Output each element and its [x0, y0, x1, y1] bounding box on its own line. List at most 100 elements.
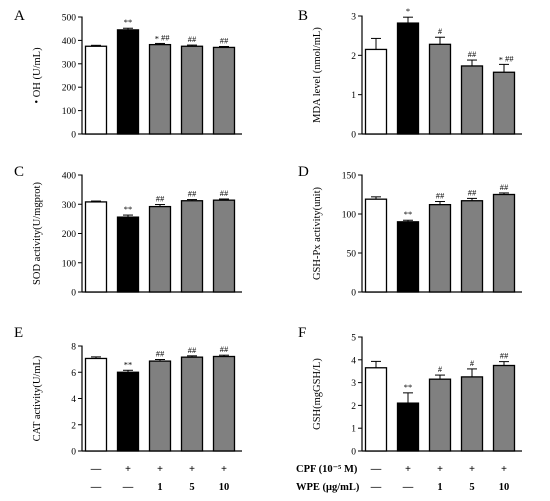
- y-tick-label: 3: [351, 13, 356, 23]
- treatment-value: —: [370, 464, 382, 475]
- y-axis-label: SOD activity(U/mgprot): [32, 182, 43, 285]
- significance-mark: **: [124, 17, 133, 27]
- significance-mark: ##: [220, 35, 229, 45]
- significance-mark: ##: [188, 34, 197, 44]
- significance-mark: *: [155, 33, 159, 43]
- significance-mark: #: [438, 26, 443, 36]
- bar: [148, 360, 172, 452]
- y-tick-label: 200: [62, 84, 77, 94]
- y-tick-label: 0: [71, 448, 76, 458]
- y-axis-label: GSH-Px activity(unit): [312, 186, 323, 280]
- bar: [84, 357, 108, 452]
- y-tick-label: 150: [342, 172, 357, 182]
- treatment-value: —: [90, 464, 102, 475]
- y-tick-label: 0: [71, 131, 76, 141]
- bar: [396, 221, 420, 293]
- significance-mark: **: [124, 359, 133, 369]
- significance-mark: ##: [436, 191, 445, 201]
- chart-panel-c: C 0 100 200 300 400 SOD activity(U/mgprot) ** ##…: [14, 164, 242, 299]
- y-axis-label: • OH (U/mL): [32, 47, 43, 104]
- bar: [364, 198, 388, 293]
- panel-letter: A: [14, 8, 25, 24]
- y-tick-label: 6: [71, 369, 76, 379]
- bar: [460, 200, 484, 293]
- treatment-row-label: WPE (μg/mL): [296, 482, 360, 493]
- treatment-value: +: [189, 464, 195, 475]
- significance-mark: *: [499, 54, 503, 64]
- treatment-value: 5: [469, 482, 474, 493]
- bar: [180, 45, 204, 135]
- y-tick-label: 300: [62, 60, 77, 70]
- treatment-value: +: [469, 464, 475, 475]
- chart-panel-e: E 0 2 4 6 8 CAT activity(U/mL) ** ## ## ##: [14, 325, 242, 458]
- bar: [84, 45, 108, 135]
- y-tick-label: 300: [62, 201, 77, 211]
- panel-letter: D: [298, 164, 309, 180]
- panel-letter: E: [14, 325, 23, 341]
- treatment-value: +: [157, 464, 163, 475]
- bar: [492, 364, 516, 452]
- bar: [148, 205, 172, 293]
- significance-mark: #: [470, 358, 475, 368]
- y-tick-label: 4: [351, 356, 356, 366]
- significance-mark: **: [124, 204, 133, 214]
- bar: [492, 193, 516, 293]
- bar: [428, 203, 452, 293]
- significance-mark: ##: [220, 188, 229, 198]
- significance-mark: *: [406, 6, 410, 16]
- treatment-value: —: [90, 482, 102, 493]
- treatment-value: 1: [437, 482, 442, 493]
- treatment-row-label: CPF (10⁻⁵ M): [296, 464, 358, 475]
- bar: [116, 29, 140, 135]
- y-tick-label: 2: [71, 421, 76, 431]
- y-tick-label: 2: [351, 52, 356, 62]
- y-tick-label: 50: [347, 250, 357, 260]
- bar: [428, 378, 452, 452]
- significance-mark: ##: [156, 194, 165, 204]
- treatment-value: —: [370, 482, 382, 493]
- y-tick-label: 400: [62, 37, 77, 47]
- y-tick-label: 1: [351, 91, 356, 101]
- treatment-value: —: [402, 482, 414, 493]
- significance-mark: ##: [220, 344, 229, 354]
- bar: [460, 376, 484, 452]
- significance-mark: #: [438, 364, 443, 374]
- y-tick-label: 100: [62, 107, 77, 117]
- y-axis-label: GSH(mgGSH/L): [312, 358, 323, 430]
- bar: [180, 356, 204, 452]
- panel-letter: B: [298, 8, 308, 24]
- significance-mark: ##: [161, 32, 170, 42]
- y-tick-label: 0: [351, 289, 356, 299]
- y-tick-label: 3: [351, 379, 356, 389]
- treatment-value: 10: [219, 482, 230, 493]
- significance-mark: ##: [468, 49, 477, 59]
- y-axis-label: MDA level (nmol/mL): [312, 27, 323, 123]
- bar: [180, 200, 204, 293]
- treatment-value: 5: [189, 482, 194, 493]
- y-tick-label: 100: [62, 259, 77, 269]
- y-tick-label: 2: [351, 402, 356, 412]
- significance-mark: **: [404, 382, 413, 392]
- y-tick-label: 400: [62, 172, 77, 182]
- bar: [396, 22, 420, 135]
- significance-mark: ##: [500, 182, 509, 192]
- significance-mark: **: [404, 209, 413, 219]
- treatment-value: +: [437, 464, 443, 475]
- y-tick-label: 100: [342, 211, 357, 221]
- chart-panel-d: D 0 50 100 150 GSH-Px activity(unit) ** ## ## ##: [298, 164, 522, 299]
- significance-mark: ##: [468, 187, 477, 197]
- significance-mark: ##: [188, 189, 197, 199]
- treatment-value: +: [221, 464, 227, 475]
- y-tick-label: 500: [62, 14, 77, 24]
- bar: [212, 199, 236, 293]
- bar: [84, 201, 108, 293]
- y-tick-label: 8: [71, 343, 76, 353]
- bar: [212, 355, 236, 452]
- bar: [364, 48, 388, 135]
- bar: [116, 216, 140, 293]
- y-axis-label: CAT activity(U/mL): [32, 355, 43, 441]
